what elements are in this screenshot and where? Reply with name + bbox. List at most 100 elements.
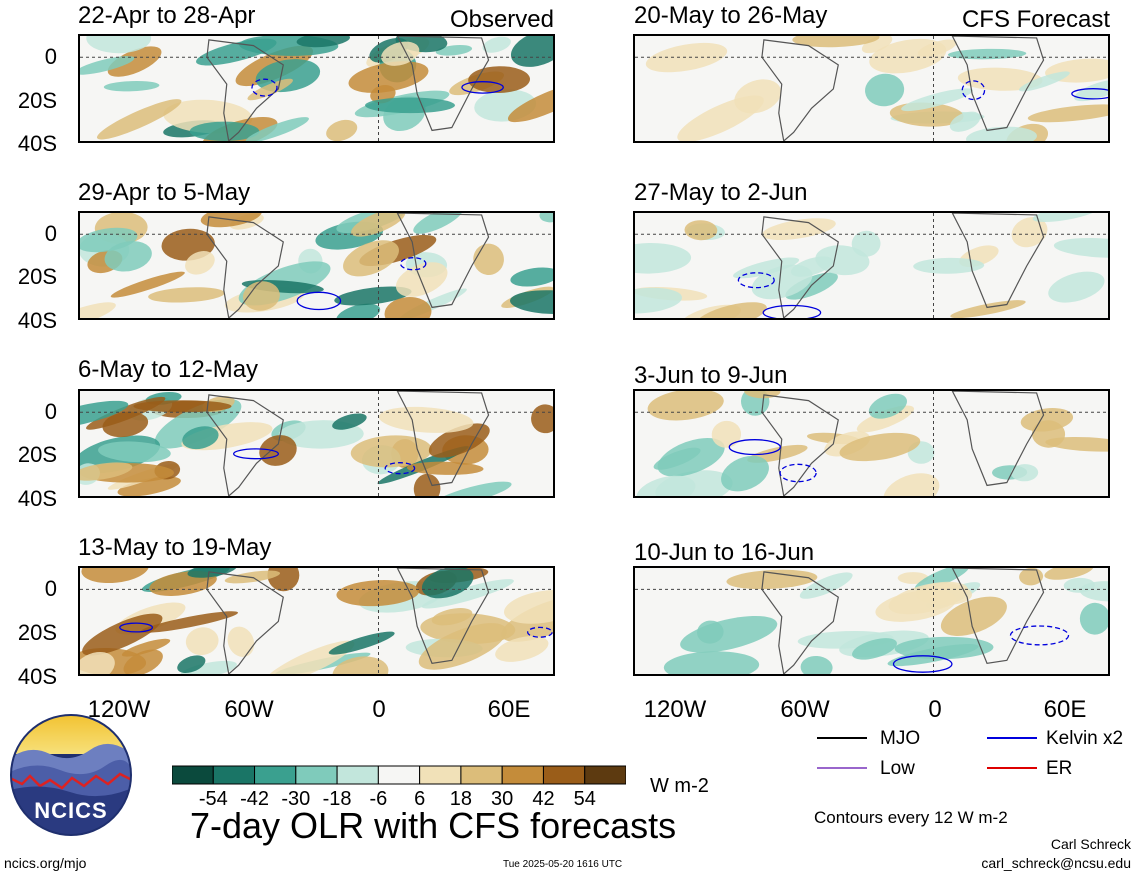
- olr-anomaly-blob: [432, 481, 512, 496]
- africa-outline: [951, 36, 1045, 132]
- colorbar-label: 42: [532, 788, 555, 810]
- olr-anomaly-blob: [328, 631, 395, 655]
- olr-map-panel: [633, 389, 1110, 498]
- olr-anomaly-blob: [189, 121, 260, 141]
- colorbar-label: -6: [369, 788, 388, 810]
- olr-anomaly-blob: [917, 39, 957, 57]
- olr-anomaly-blob: [636, 475, 696, 496]
- olr-anomaly-blob: [351, 213, 406, 237]
- olr-anomaly-blob: [657, 437, 725, 477]
- olr-anomaly-blob: [815, 245, 870, 276]
- olr-anomaly-blob: [635, 242, 692, 274]
- africa-outline: [396, 36, 490, 132]
- olr-anomaly-blob: [185, 251, 215, 275]
- olr-anomaly-blob: [80, 302, 116, 318]
- y-label: 20S: [17, 264, 57, 289]
- south-america-outline: [206, 394, 284, 496]
- olr-anomaly-blob: [96, 99, 182, 140]
- colorbar-label: 54: [573, 788, 596, 810]
- panel-title: 29-Apr to 5-May: [78, 179, 251, 206]
- olr-anomaly-blob: [102, 411, 149, 438]
- olr-anomaly-blob: [332, 656, 389, 674]
- y-label: 20S: [17, 88, 57, 113]
- olr-anomaly-blob: [180, 660, 237, 674]
- olr-anomaly-blob: [104, 241, 152, 272]
- author-name: Carl Schreck: [1050, 836, 1131, 852]
- olr-anomaly-blob: [915, 583, 972, 606]
- panel-title: 3-Jun to 9-Jun: [634, 362, 788, 389]
- kelvin-contour: [251, 78, 278, 97]
- y-label: 0: [44, 399, 57, 424]
- olr-anomaly-blob: [663, 651, 760, 674]
- colorbar-label: 30: [491, 788, 514, 810]
- olr-anomaly-blob: [182, 426, 219, 450]
- footer-url: ncics.org/mjo: [4, 855, 87, 871]
- olr-anomaly-blob: [792, 36, 880, 48]
- olr-anomaly-blob: [510, 36, 553, 67]
- map-canvas: [635, 568, 1108, 674]
- contours-note: Contours every 12 W m-2: [814, 808, 1008, 827]
- y-label: 20S: [17, 620, 57, 645]
- map-canvas: [80, 36, 553, 141]
- colorbar-label: -30: [281, 788, 311, 810]
- legend-kelvin: Kelvin x2: [1046, 728, 1124, 749]
- olr-map-panel: [78, 566, 555, 676]
- olr-anomaly-blob: [861, 36, 893, 54]
- ncics-logo-icon: [10, 714, 132, 836]
- olr-anomaly-blob: [1027, 104, 1108, 123]
- x-label: 120W: [87, 696, 151, 723]
- olr-anomaly-blob: [865, 73, 905, 107]
- olr-anomaly-blob: [326, 119, 358, 141]
- south-america-outline: [761, 39, 839, 141]
- olr-anomaly-blob: [510, 290, 553, 314]
- olr-anomaly-blob: [1019, 568, 1044, 586]
- olr-anomaly-blob: [245, 117, 309, 141]
- olr-anomaly-blob: [117, 476, 181, 496]
- olr-anomaly-blob: [680, 615, 778, 653]
- olr-anomaly-blob: [733, 257, 800, 279]
- olr-anomaly-blob: [332, 413, 367, 430]
- olr-anomaly-blob: [949, 111, 981, 132]
- olr-anomaly-blob: [531, 404, 553, 434]
- olr-anomaly-blob: [468, 66, 530, 94]
- olr-map-panel: [78, 211, 555, 320]
- south-america-outline: [206, 216, 284, 318]
- y-label: 0: [44, 576, 57, 601]
- x-label: 60W: [780, 696, 830, 723]
- olr-anomaly-blob: [1048, 271, 1105, 303]
- colorbar-label: -42: [240, 788, 269, 810]
- olr-anomaly-blob: [839, 432, 921, 462]
- y-label: 40S: [17, 486, 57, 511]
- olr-anomaly-blob: [510, 267, 553, 287]
- legend-mjo: MJO: [880, 728, 921, 749]
- olr-anomaly-blob: [645, 42, 728, 73]
- kelvin-contour: [384, 462, 416, 475]
- south-america-outline: [206, 571, 284, 674]
- map-canvas: [80, 568, 553, 674]
- olr-anomaly-blob: [966, 126, 1037, 141]
- olr-anomaly-blob: [761, 218, 836, 240]
- africa-outline: [396, 213, 490, 309]
- y-label: 0: [44, 221, 57, 246]
- footer-timestamp: Tue 2025-05-20 1616 UTC: [503, 859, 623, 870]
- olr-anomaly-blob: [384, 297, 432, 318]
- olr-anomaly-blob: [82, 613, 163, 656]
- olr-anomaly-blob: [1044, 568, 1094, 580]
- olr-anomaly-blob: [395, 262, 448, 297]
- africa-outline: [396, 391, 490, 487]
- panel-title: 22-Apr to 28-Apr: [78, 2, 256, 29]
- colorbar-swatch: [419, 765, 462, 785]
- olr-anomaly-blob: [1074, 79, 1108, 102]
- kelvin-contour: [119, 622, 154, 633]
- olr-anomaly-blob: [413, 213, 463, 234]
- olr-anomaly-blob: [852, 638, 897, 660]
- olr-anomaly-blob: [148, 287, 225, 303]
- colorbar-swatch: [377, 765, 421, 785]
- south-america-outline: [761, 571, 839, 674]
- olr-map-panel: [78, 34, 555, 143]
- olr-anomaly-blob: [726, 569, 818, 590]
- panel-title: 20-May to 26-May: [634, 2, 828, 29]
- map-canvas: [80, 213, 553, 318]
- olr-anomaly-blob: [1011, 464, 1039, 482]
- y-label: 0: [44, 44, 57, 69]
